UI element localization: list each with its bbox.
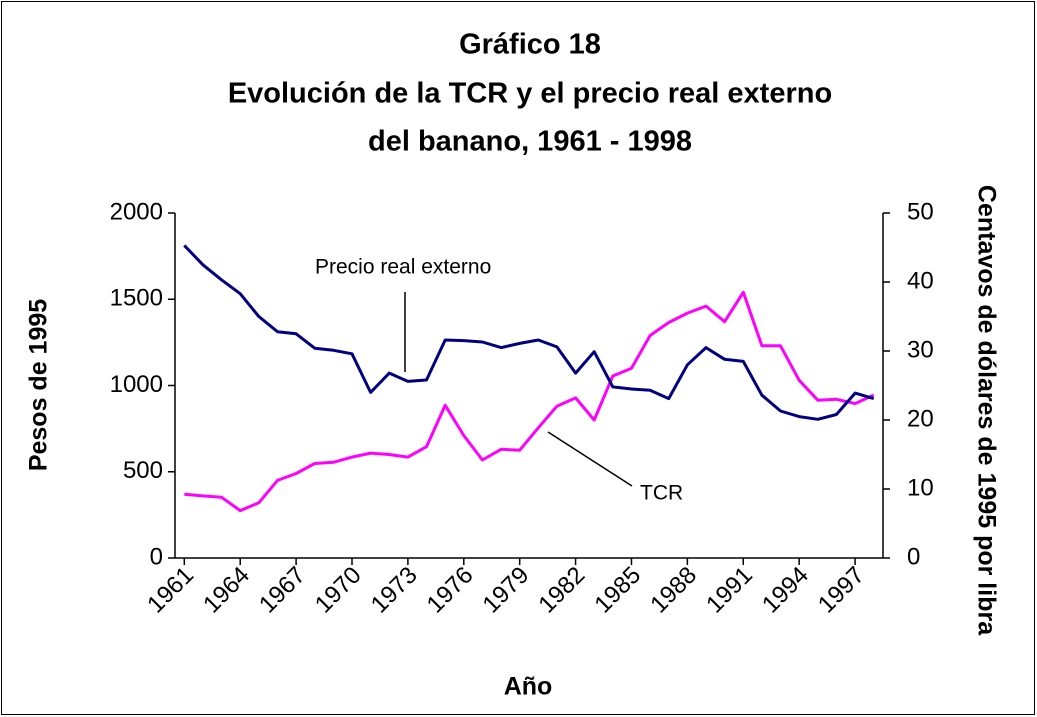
y2-tick-label: 0 bbox=[907, 543, 920, 570]
y-tick-label: 1000 bbox=[110, 371, 163, 398]
y-tick-label: 1500 bbox=[110, 285, 163, 312]
y2-tick-label: 40 bbox=[907, 267, 934, 294]
annotation-pointer bbox=[547, 431, 633, 487]
y2-tick-label: 50 bbox=[907, 198, 934, 225]
y-tick-label: 2000 bbox=[110, 198, 163, 225]
annotation: Precio real externo bbox=[315, 256, 491, 279]
y2-axis-label: Centavos de dólares de 1995 por libra bbox=[972, 185, 1000, 636]
chart-title: del banano, 1961 - 1998 bbox=[368, 126, 692, 158]
y-tick-label: 0 bbox=[150, 543, 163, 570]
x-axis-label: Año bbox=[504, 673, 553, 701]
y-tick-label: 500 bbox=[123, 457, 163, 484]
chart-title: Gráfico 18 bbox=[459, 29, 601, 61]
y2-tick-label: 30 bbox=[907, 336, 934, 363]
chart-title: Evolución de la TCR y el precio real ext… bbox=[228, 78, 832, 110]
series-line bbox=[183, 244, 875, 421]
y2-tick-label: 20 bbox=[907, 405, 934, 432]
y2-tick-label: 10 bbox=[907, 474, 934, 501]
annotation: TCR bbox=[640, 482, 683, 505]
series-line bbox=[184, 290, 875, 513]
y-axis-label: Pesos de 1995 bbox=[25, 299, 53, 471]
